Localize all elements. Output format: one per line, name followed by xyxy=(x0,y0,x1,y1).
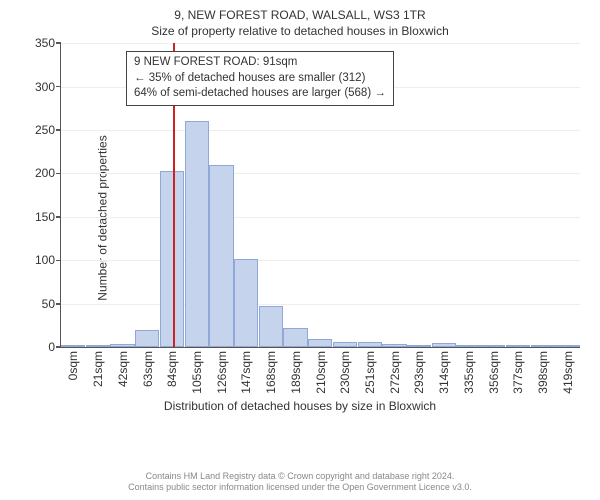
histogram-bar xyxy=(531,345,555,347)
histogram-bar xyxy=(209,165,233,347)
footer-attribution: Contains HM Land Registry data © Crown c… xyxy=(12,471,588,494)
xtick-label: 126sqm xyxy=(215,351,229,394)
histogram-bar xyxy=(185,121,209,348)
ytick-mark xyxy=(56,216,61,218)
xtick-label: 377sqm xyxy=(511,351,525,394)
xtick-label: 147sqm xyxy=(239,351,253,394)
ytick-label: 150 xyxy=(35,210,55,224)
ytick-label: 50 xyxy=(42,297,55,311)
footer-line-1: Contains HM Land Registry data © Crown c… xyxy=(12,471,588,483)
xtick-label: 0sqm xyxy=(66,351,80,380)
info-box: 9 NEW FOREST ROAD: 91sqm ← 35% of detach… xyxy=(126,51,394,106)
xtick-label: 293sqm xyxy=(412,351,426,394)
ytick-label: 0 xyxy=(48,340,55,354)
xtick-label: 251sqm xyxy=(363,351,377,394)
x-axis-label: Distribution of detached houses by size … xyxy=(12,399,588,413)
xtick-label: 42sqm xyxy=(116,351,130,387)
footer-line-2: Contains public sector information licen… xyxy=(12,482,588,494)
chart-area: Number of detached properties 0501001502… xyxy=(60,43,580,393)
histogram-bar xyxy=(407,345,431,348)
xtick-label: 419sqm xyxy=(561,351,575,394)
ytick-mark xyxy=(56,42,61,44)
histogram-bar xyxy=(432,343,456,347)
gridline xyxy=(61,43,580,44)
histogram-bar xyxy=(555,345,579,347)
xtick-label: 210sqm xyxy=(314,351,328,394)
address-line: 9, NEW FOREST ROAD, WALSALL, WS3 1TR xyxy=(12,8,588,24)
histogram-bar xyxy=(110,344,134,347)
xtick-label: 21sqm xyxy=(91,351,105,387)
plot-region: 0501001502002503003500sqm21sqm42sqm63sqm… xyxy=(60,43,580,348)
xtick-label: 356sqm xyxy=(487,351,501,394)
xtick-label: 168sqm xyxy=(264,351,278,394)
chart-container: 9, NEW FOREST ROAD, WALSALL, WS3 1TR Siz… xyxy=(0,0,600,500)
xtick-label: 84sqm xyxy=(165,351,179,387)
histogram-bar xyxy=(358,342,382,347)
ytick-mark xyxy=(56,86,61,88)
xtick-label: 398sqm xyxy=(536,351,550,394)
ytick-label: 350 xyxy=(35,36,55,50)
histogram-bar xyxy=(86,345,110,347)
gridline xyxy=(61,173,580,174)
xtick-label: 335sqm xyxy=(462,351,476,394)
xtick-label: 105sqm xyxy=(190,351,204,394)
ytick-label: 200 xyxy=(35,166,55,180)
histogram-bar xyxy=(481,345,505,347)
histogram-bar xyxy=(259,306,283,348)
histogram-bar xyxy=(456,345,480,347)
xtick-label: 230sqm xyxy=(338,351,352,394)
histogram-bar xyxy=(135,330,159,347)
histogram-bar xyxy=(382,344,406,347)
histogram-bar xyxy=(506,345,530,347)
ytick-mark xyxy=(56,260,61,262)
ytick-mark xyxy=(56,173,61,175)
info-line-2: ← 35% of detached houses are smaller (31… xyxy=(134,71,386,87)
histogram-bar xyxy=(61,345,85,347)
ytick-label: 100 xyxy=(35,253,55,267)
histogram-bar xyxy=(333,342,357,347)
histogram-bar xyxy=(308,339,332,348)
info-line-1: 9 NEW FOREST ROAD: 91sqm xyxy=(134,55,386,71)
xtick-label: 272sqm xyxy=(388,351,402,394)
histogram-bar xyxy=(234,259,258,347)
xtick-label: 314sqm xyxy=(437,351,451,394)
ytick-label: 250 xyxy=(35,123,55,137)
xtick-label: 189sqm xyxy=(289,351,303,394)
ytick-mark xyxy=(56,129,61,131)
histogram-bar xyxy=(283,328,307,347)
subtitle-line: Size of property relative to detached ho… xyxy=(12,24,588,40)
xtick-label: 63sqm xyxy=(141,351,155,387)
ytick-mark xyxy=(56,303,61,305)
gridline xyxy=(61,260,580,261)
gridline xyxy=(61,217,580,218)
gridline xyxy=(61,304,580,305)
gridline xyxy=(61,130,580,131)
ytick-label: 300 xyxy=(35,80,55,94)
info-line-3: 64% of semi-detached houses are larger (… xyxy=(134,86,386,102)
